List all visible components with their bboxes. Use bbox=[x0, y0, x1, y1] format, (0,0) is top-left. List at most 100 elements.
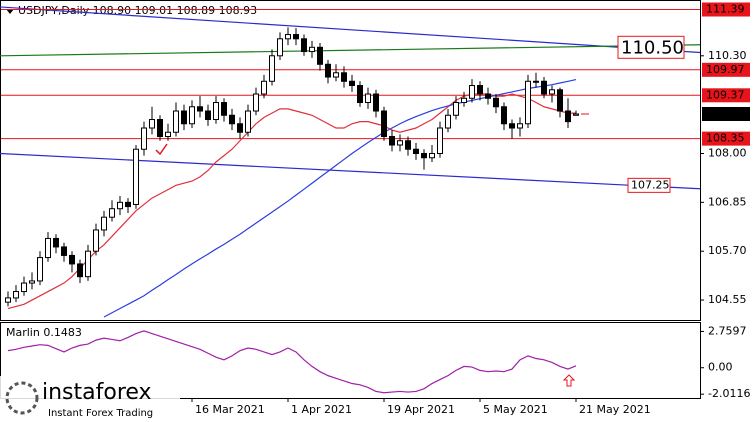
candle-body bbox=[541, 80, 547, 95]
candle-body bbox=[125, 201, 131, 208]
candle-body bbox=[77, 263, 83, 278]
candle-body bbox=[573, 113, 579, 116]
candle-body bbox=[341, 72, 347, 82]
candle-body bbox=[197, 106, 203, 112]
level-label: 108.35 bbox=[706, 132, 745, 145]
candle-body bbox=[37, 257, 43, 282]
trendline bbox=[0, 6, 701, 54]
last-price-box bbox=[702, 106, 750, 121]
trendline-label-box bbox=[627, 177, 671, 193]
candle-body bbox=[373, 93, 379, 112]
check-mark bbox=[155, 143, 168, 156]
candle-body bbox=[181, 110, 187, 125]
candle-body bbox=[205, 110, 211, 121]
candle-body bbox=[237, 123, 243, 133]
candle-body bbox=[285, 34, 291, 40]
indicator-title: Marlin 0.1483 bbox=[6, 326, 82, 339]
candle-body bbox=[461, 97, 467, 104]
candle-body bbox=[117, 201, 123, 210]
candle-body bbox=[325, 63, 331, 78]
candle-body bbox=[501, 106, 507, 125]
candle-body bbox=[29, 280, 35, 284]
candle-body bbox=[45, 237, 51, 259]
candle-body bbox=[309, 46, 315, 53]
x-tick-label: 5 May 2021 bbox=[483, 403, 548, 416]
indicator-tick-label: 0.00 bbox=[708, 361, 733, 374]
candle-body bbox=[293, 34, 299, 40]
candle-body bbox=[421, 152, 427, 159]
main-panel bbox=[0, 0, 701, 321]
candle-body bbox=[477, 85, 483, 95]
candle-body bbox=[93, 229, 99, 252]
level-label: 109.97 bbox=[706, 63, 745, 76]
x-tick-label: 19 Apr 2021 bbox=[387, 403, 455, 416]
level-label-box bbox=[702, 2, 750, 17]
candle-body bbox=[397, 140, 403, 146]
candle-body bbox=[213, 102, 219, 121]
x-tick-label: 21 May 2021 bbox=[579, 403, 651, 416]
candle-body bbox=[173, 110, 179, 133]
candle-body bbox=[61, 246, 67, 256]
candle-body bbox=[389, 136, 395, 146]
candle-body bbox=[533, 80, 539, 83]
candle-body bbox=[333, 72, 339, 78]
last-price-label: 108.93 bbox=[706, 107, 745, 120]
candle-body bbox=[141, 127, 147, 150]
candle-body bbox=[21, 282, 27, 293]
candle-body bbox=[13, 291, 19, 299]
candle-body bbox=[229, 114, 235, 125]
candle-body bbox=[277, 38, 283, 57]
candle-body bbox=[253, 93, 259, 112]
candle-body bbox=[349, 80, 355, 87]
candle-body bbox=[301, 38, 307, 53]
candle-body bbox=[5, 297, 11, 303]
candle-body bbox=[101, 216, 107, 231]
candle-body bbox=[157, 119, 163, 138]
candle-body bbox=[557, 89, 563, 112]
candle-body bbox=[517, 123, 523, 129]
candle-body bbox=[53, 237, 59, 248]
candle-body bbox=[565, 110, 571, 123]
logo-tagline: Instant Forex Trading bbox=[48, 408, 153, 419]
candle-body bbox=[405, 140, 411, 150]
indicator-tick-label: 2.7597 bbox=[708, 324, 747, 337]
candle-body bbox=[469, 85, 475, 99]
candle-body bbox=[357, 85, 363, 104]
logo-icon bbox=[5, 381, 39, 415]
y-tick-label: 108.00 bbox=[708, 146, 747, 159]
candle-body bbox=[109, 208, 115, 218]
candle-body bbox=[85, 250, 91, 278]
candle-body bbox=[221, 102, 227, 116]
y-tick-label: 110.30 bbox=[708, 49, 747, 62]
candle-body bbox=[189, 106, 195, 125]
x-tick-label: 16 Mar 2021 bbox=[195, 403, 265, 416]
candle-body bbox=[413, 148, 419, 154]
indicator-tick-label: -2.0116 bbox=[708, 387, 750, 400]
candle-body bbox=[525, 80, 531, 125]
menu-arrow bbox=[6, 9, 14, 14]
candle-body bbox=[317, 46, 323, 65]
trendline bbox=[0, 44, 701, 57]
signal-arrow bbox=[562, 374, 576, 387]
logo: instaforex Instant Forex Trading bbox=[0, 376, 180, 422]
trendline-label: 107.25 bbox=[631, 178, 670, 191]
candle-body bbox=[261, 80, 267, 95]
candle-body bbox=[245, 110, 251, 133]
y-tick-label: 105.70 bbox=[708, 244, 747, 257]
candle-body bbox=[149, 119, 155, 129]
trendline-label-box bbox=[617, 35, 685, 59]
level-label-box bbox=[702, 88, 750, 103]
moving-average bbox=[103, 78, 577, 318]
level-label: 109.37 bbox=[706, 88, 745, 101]
level-label-box bbox=[702, 131, 750, 146]
candle-body bbox=[429, 152, 435, 159]
logo-name: instaforex bbox=[42, 380, 152, 405]
candle-body bbox=[381, 110, 387, 138]
y-tick-label: 104.55 bbox=[708, 293, 747, 306]
candle-body bbox=[485, 93, 491, 99]
x-tick-label: 1 Apr 2021 bbox=[291, 403, 352, 416]
candle-body bbox=[365, 93, 371, 104]
level-label: 111.39 bbox=[706, 2, 745, 15]
candle-body bbox=[453, 102, 459, 116]
